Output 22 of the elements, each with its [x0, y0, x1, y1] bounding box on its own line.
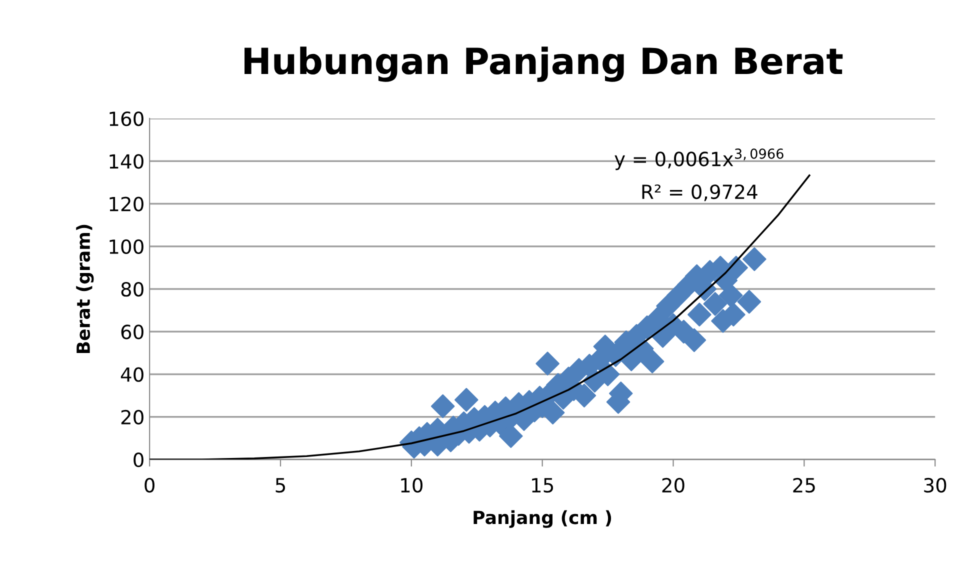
y-tick-label: 60 [121, 324, 144, 340]
chart-title: Hubungan Panjang Dan Berat [244, 46, 843, 82]
y-tick-label: 40 [120, 367, 144, 382]
annotation: R² = 0,9724 [642, 184, 758, 202]
annotation: y = 0,0061x$^{3,0966}$ [614, 148, 784, 170]
x-axis-title: Panjang (cm ) [474, 510, 612, 528]
y-tick-label: 120 [110, 196, 144, 212]
x-tick-label: 5 [276, 478, 285, 493]
y-tick-label: 20 [121, 410, 144, 425]
x-tick-label: 10 [401, 478, 422, 493]
y-tick-label: 140 [110, 154, 144, 169]
line-series [150, 174, 810, 460]
y-tick-label: 160 [110, 111, 144, 126]
x-tick-label: 25 [793, 478, 815, 493]
y-tick-label: 100 [110, 239, 144, 254]
x-tick-label: 20 [662, 478, 684, 493]
y-tick-label: 80 [121, 282, 144, 297]
x-tick-label: 30 [924, 478, 946, 493]
x-tick-label: 0 [144, 478, 154, 493]
y-tick-label: 0 [134, 452, 144, 468]
x-tick-label: 15 [532, 478, 554, 493]
y-axis-title: Berat (gram) [76, 224, 94, 354]
